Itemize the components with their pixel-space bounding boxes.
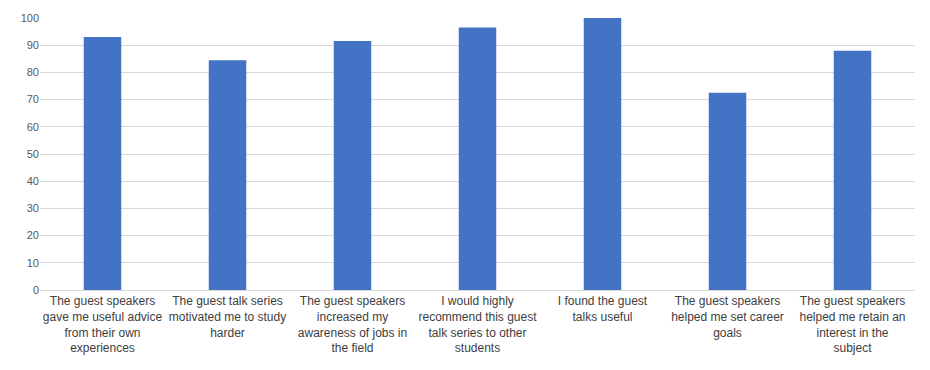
svg-text:50: 50 (27, 148, 39, 160)
svg-text:70: 70 (27, 93, 39, 105)
svg-text:The guest speakersgave me usef: The guest speakersgave me useful advicef… (43, 294, 163, 355)
svg-text:I would highlyrecommend this g: I would highlyrecommend this guesttalk s… (418, 294, 537, 355)
svg-text:30: 30 (27, 202, 39, 214)
svg-text:40: 40 (27, 175, 39, 187)
svg-text:The guest speakershelped me se: The guest speakershelped me set careergo… (671, 294, 784, 339)
svg-text:I found the guesttalks useful: I found the guesttalks useful (558, 294, 648, 324)
svg-text:The guest speakershelped me re: The guest speakershelped me retain anint… (799, 294, 905, 355)
svg-text:0: 0 (33, 284, 39, 296)
svg-text:The guest talk seriesmotivated: The guest talk seriesmotivated me to stu… (169, 294, 286, 339)
svg-text:90: 90 (27, 39, 39, 51)
svg-text:The guest speakersincreased my: The guest speakersincreased myawareness … (298, 294, 407, 355)
svg-text:10: 10 (27, 257, 39, 269)
svg-text:100: 100 (21, 12, 39, 24)
svg-text:20: 20 (27, 229, 39, 241)
svg-text:80: 80 (27, 66, 39, 78)
svg-text:60: 60 (27, 121, 39, 133)
